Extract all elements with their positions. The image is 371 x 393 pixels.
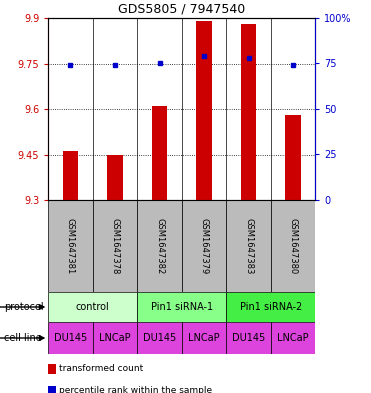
Text: GSM1647381: GSM1647381 bbox=[66, 218, 75, 274]
Bar bbox=[226, 200, 271, 292]
Text: GSM1647382: GSM1647382 bbox=[155, 218, 164, 274]
Bar bbox=[285, 115, 301, 200]
Bar bbox=[48, 322, 93, 354]
Bar bbox=[152, 106, 167, 200]
Bar bbox=[48, 200, 93, 292]
Text: DU145: DU145 bbox=[232, 333, 265, 343]
Text: protocol: protocol bbox=[4, 302, 43, 312]
Bar bbox=[271, 322, 315, 354]
Text: GSM1647380: GSM1647380 bbox=[289, 218, 298, 274]
Text: cell line: cell line bbox=[4, 333, 42, 343]
Bar bbox=[196, 21, 212, 200]
Text: LNCaP: LNCaP bbox=[188, 333, 220, 343]
Bar bbox=[226, 292, 315, 322]
Bar bbox=[226, 322, 271, 354]
Text: Pin1 siRNA-1: Pin1 siRNA-1 bbox=[151, 302, 213, 312]
Text: transformed count: transformed count bbox=[59, 364, 144, 373]
Text: DU145: DU145 bbox=[143, 333, 176, 343]
Text: LNCaP: LNCaP bbox=[99, 333, 131, 343]
Bar bbox=[107, 154, 123, 200]
Text: percentile rank within the sample: percentile rank within the sample bbox=[59, 386, 213, 393]
Title: GDS5805 / 7947540: GDS5805 / 7947540 bbox=[118, 2, 245, 15]
Bar bbox=[137, 292, 226, 322]
Text: Pin1 siRNA-2: Pin1 siRNA-2 bbox=[240, 302, 302, 312]
Text: GSM1647379: GSM1647379 bbox=[200, 218, 209, 274]
Text: LNCaP: LNCaP bbox=[277, 333, 309, 343]
Bar bbox=[63, 151, 78, 200]
Bar bbox=[137, 322, 182, 354]
Text: control: control bbox=[76, 302, 109, 312]
Bar bbox=[48, 292, 137, 322]
Text: GSM1647383: GSM1647383 bbox=[244, 218, 253, 274]
Bar bbox=[93, 322, 137, 354]
Bar bbox=[241, 24, 256, 200]
Text: GSM1647378: GSM1647378 bbox=[111, 218, 119, 274]
Bar bbox=[182, 200, 226, 292]
Bar bbox=[93, 200, 137, 292]
Bar bbox=[137, 200, 182, 292]
Text: DU145: DU145 bbox=[54, 333, 87, 343]
Bar bbox=[271, 200, 315, 292]
Bar bbox=[182, 322, 226, 354]
